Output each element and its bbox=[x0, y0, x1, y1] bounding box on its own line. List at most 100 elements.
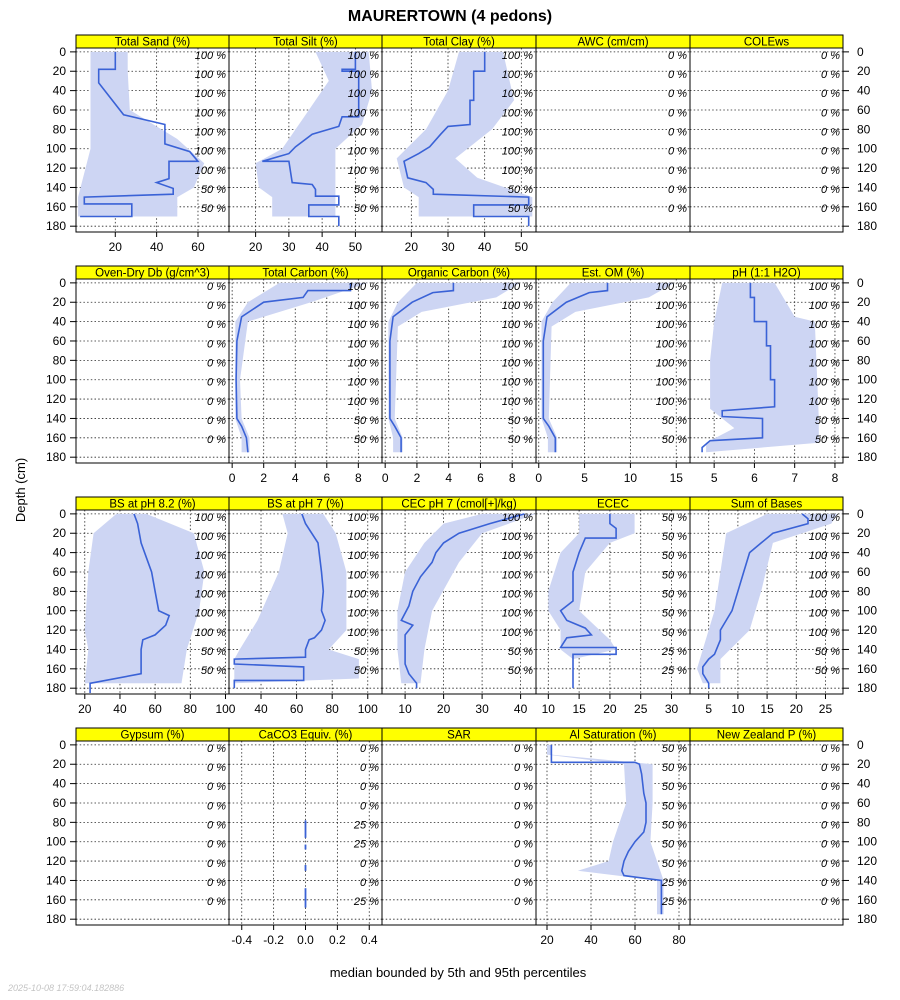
depth-axes-row-1: 0 0 20 20 40 40 60 60 80 80 100 100 120 120 140 140 160 1… bbox=[46, 45, 877, 233]
data-completeness-label: 0 % bbox=[207, 743, 226, 755]
data-completeness-label: 100 % bbox=[809, 512, 840, 524]
panel-20: 0 % 0 % 0 % 0 % 0 % 0 % 0 % 0 % 0 % New Zealand P… bbox=[689, 727, 844, 926]
data-completeness-label: 50 % bbox=[662, 781, 687, 793]
data-completeness-label: 100 % bbox=[195, 50, 226, 62]
depth-axes-row-2: 0 0 20 20 40 40 60 60 80 80 100 100 120 120 140 140 160 1… bbox=[46, 276, 877, 464]
panel-6: 0 %0 %0 %0 %0 %0 %0 %0 %0 %Oven-Dry Db (… bbox=[75, 265, 230, 464]
data-completeness-label: 0 % bbox=[514, 819, 533, 831]
percentile-band bbox=[78, 51, 205, 217]
data-completeness-label: 0 % bbox=[668, 50, 687, 62]
panel-title: COLEws bbox=[744, 37, 790, 49]
data-completeness-label: 25 % bbox=[661, 646, 687, 658]
data-completeness-label: 100 % bbox=[502, 512, 533, 524]
y-tick-label-right: 120 bbox=[857, 161, 877, 175]
data-completeness-label: 50 % bbox=[662, 550, 687, 562]
median-line bbox=[559, 513, 617, 689]
data-completeness-label: 100 % bbox=[502, 531, 533, 543]
y-tick-label-right: 180 bbox=[857, 450, 877, 464]
x-tick-label: 0.4 bbox=[361, 933, 378, 947]
data-completeness-label: 50 % bbox=[201, 184, 226, 196]
y-tick-label-left: 100 bbox=[46, 142, 66, 156]
panel-2: 100 % 100 % 100 % 100 % 100 % 100 % 100 % 50 % 5… bbox=[228, 34, 383, 254]
data-completeness-label: 50 % bbox=[662, 800, 687, 812]
data-completeness-label: 0 % bbox=[514, 781, 533, 793]
panel-7: 100 % 100 % 100 % 100 % 100 % 100 % 100 % 50 % 5… bbox=[228, 265, 383, 485]
y-tick-label-right: 40 bbox=[857, 84, 871, 98]
x-tick-label: 20 bbox=[109, 240, 123, 254]
y-tick-label-left: 160 bbox=[46, 200, 66, 214]
panel-border bbox=[689, 509, 844, 695]
data-completeness-label: 50 % bbox=[354, 415, 379, 427]
data-completeness-label: 100 % bbox=[195, 531, 226, 543]
data-completeness-label: 100 % bbox=[809, 569, 840, 581]
data-completeness-label: 100 % bbox=[348, 627, 379, 639]
panel-data bbox=[235, 282, 368, 453]
data-completeness-label: 100 % bbox=[809, 281, 840, 293]
percentile-band bbox=[396, 51, 533, 217]
data-completeness-label: 100 % bbox=[502, 338, 533, 350]
data-completeness-label: 0 % bbox=[821, 819, 840, 831]
y-tick-label-right: 40 bbox=[857, 777, 871, 791]
y-tick-label-right: 80 bbox=[857, 584, 871, 598]
panel-grid: 100 %100 %100 %100 %100 %100 %100 %50 %5… bbox=[46, 34, 877, 947]
data-completeness-label: 100 % bbox=[348, 88, 379, 100]
x-tick-label: 5 bbox=[711, 471, 718, 485]
data-completeness-label: 100 % bbox=[195, 107, 226, 119]
panel-title: BS at pH 8.2 (%) bbox=[109, 499, 195, 511]
data-completeness-label: 25 % bbox=[353, 839, 379, 851]
panel-data bbox=[701, 282, 819, 453]
data-completeness-label: 100 % bbox=[502, 88, 533, 100]
data-completeness-label: 0 % bbox=[207, 415, 226, 427]
x-tick-label: 60 bbox=[148, 702, 162, 716]
x-tick-label: 60 bbox=[628, 933, 642, 947]
data-completeness-label: 100 % bbox=[656, 377, 687, 389]
y-tick-label-left: 120 bbox=[46, 392, 66, 406]
data-completeness-label: 100 % bbox=[502, 377, 533, 389]
data-completeness-label: 0 % bbox=[360, 877, 379, 889]
percentile-band bbox=[388, 282, 521, 453]
data-completeness-label: 50 % bbox=[201, 665, 226, 677]
data-completeness-label: 100 % bbox=[348, 300, 379, 312]
data-completeness-label: 50 % bbox=[815, 415, 840, 427]
panel-10: 100 % 100 % 100 % 100 % 100 % 100 % 100 % 50 % 5… bbox=[689, 265, 844, 485]
x-tick-label: 60 bbox=[191, 240, 205, 254]
panel-border bbox=[689, 740, 844, 926]
panel-title: Total Clay (%) bbox=[423, 37, 495, 49]
y-tick-label-right: 20 bbox=[857, 295, 871, 309]
panel-18: 0 % 0 % 0 % 0 % 0 % 0 % 0 % 0 % 0 % SAR bbox=[381, 727, 537, 926]
x-tick-label: 40 bbox=[584, 933, 598, 947]
data-completeness-label: 0 % bbox=[207, 357, 226, 369]
data-completeness-label: 100 % bbox=[656, 300, 687, 312]
y-tick-label-right: 180 bbox=[857, 912, 877, 926]
data-completeness-label: 100 % bbox=[348, 338, 379, 350]
data-completeness-label: 0 % bbox=[821, 184, 840, 196]
panel-16: 0 % 0 % 0 % 0 % 0 % 0 % 0 % 0 % 0 % Gypsum (%) bbox=[75, 727, 230, 926]
x-tick-label: 30 bbox=[665, 702, 679, 716]
data-completeness-label: 100 % bbox=[348, 146, 379, 158]
panel-title: SAR bbox=[447, 730, 471, 742]
y-tick-label-right: 0 bbox=[857, 45, 864, 59]
x-tick-label: 10 bbox=[624, 471, 638, 485]
y-tick-label-right: 20 bbox=[857, 64, 871, 78]
timestamp-label: 2025-10-08 17:59:04.182886 bbox=[7, 983, 124, 993]
percentile-band bbox=[548, 513, 635, 689]
x-tick-label: 30 bbox=[282, 240, 296, 254]
data-completeness-label: 50 % bbox=[662, 608, 687, 620]
data-completeness-label: 100 % bbox=[502, 165, 533, 177]
median-line bbox=[235, 282, 352, 453]
x-tick-label: 0 bbox=[382, 471, 389, 485]
y-tick-label-left: 40 bbox=[53, 777, 67, 791]
y-tick-label-left: 40 bbox=[53, 84, 67, 98]
data-completeness-label: 0 % bbox=[207, 781, 226, 793]
data-completeness-label: 100 % bbox=[502, 627, 533, 639]
x-tick-label: 4 bbox=[292, 471, 299, 485]
data-completeness-label: 50 % bbox=[662, 762, 687, 774]
panel-data bbox=[548, 513, 635, 689]
data-completeness-label: 0 % bbox=[207, 434, 226, 446]
x-tick-label: 50 bbox=[515, 240, 529, 254]
data-completeness-label: 100 % bbox=[502, 396, 533, 408]
panel-19: 50 % 50 % 50 % 50 % 50 % 50 % 50 % 25 % 25 % Al S… bbox=[535, 727, 691, 947]
data-completeness-label: 100 % bbox=[195, 165, 226, 177]
x-tick-label: 80 bbox=[326, 702, 340, 716]
y-tick-label-left: 60 bbox=[53, 103, 67, 117]
